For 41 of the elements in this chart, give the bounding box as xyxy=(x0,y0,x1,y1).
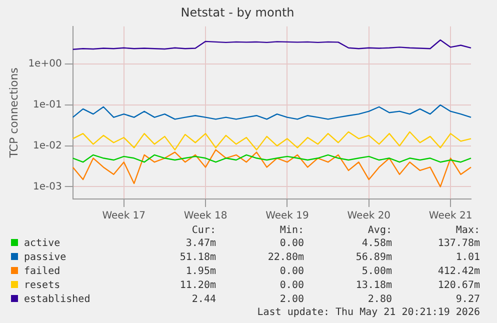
text: 1.01 xyxy=(454,251,481,265)
text: 11.20m xyxy=(178,279,217,293)
text: 0.00 xyxy=(278,237,305,251)
y-tick-label: 1e-02 xyxy=(32,140,62,152)
text: 412.42m xyxy=(436,265,481,279)
text: 2.00 xyxy=(278,293,305,307)
y-axis-title: TCP connections xyxy=(7,67,20,159)
text: 56.89m xyxy=(354,251,393,265)
text: 5.00m xyxy=(360,265,393,279)
text: 120.67m xyxy=(436,279,481,293)
y-tick-label: 1e-03 xyxy=(32,181,62,192)
text: Min: xyxy=(278,225,305,237)
legend-label: passive xyxy=(23,251,68,265)
legend-label: active xyxy=(23,237,62,251)
legend-label: failed xyxy=(23,265,62,279)
text: Cur: xyxy=(190,225,217,237)
y-tick-label: 1e+00 xyxy=(28,58,62,70)
text: 51.18m xyxy=(178,251,217,265)
text: Max: xyxy=(454,225,481,237)
chart-title: Netstat - by month xyxy=(180,5,294,20)
legend-label: established xyxy=(23,293,92,307)
text: 137.78m xyxy=(436,237,481,251)
x-tick-label: Week 18 xyxy=(184,210,228,222)
x-tick-label: Week 19 xyxy=(266,210,309,222)
text: Last update: Thu May 21 20:21:19 2026 xyxy=(256,307,481,319)
text: 1.95m xyxy=(184,265,217,279)
text: 0.00 xyxy=(278,265,305,279)
x-tick-label: Week 20 xyxy=(347,210,391,222)
text: 2.44 xyxy=(190,293,217,307)
text: 9.27 xyxy=(454,293,481,307)
text: 0.00 xyxy=(278,279,305,293)
text: 3.47m xyxy=(184,237,217,251)
text: 13.18m xyxy=(354,279,393,293)
legend-label: resets xyxy=(23,279,62,293)
x-tick-label: Week 21 xyxy=(428,210,472,222)
text: 22.80m xyxy=(266,251,305,265)
y-tick-label: 1e-01 xyxy=(32,100,62,111)
text: 4.58m xyxy=(360,237,393,251)
x-tick-label: Week 17 xyxy=(102,210,146,222)
text: Avg: xyxy=(366,225,393,237)
text: 2.80 xyxy=(366,293,393,307)
